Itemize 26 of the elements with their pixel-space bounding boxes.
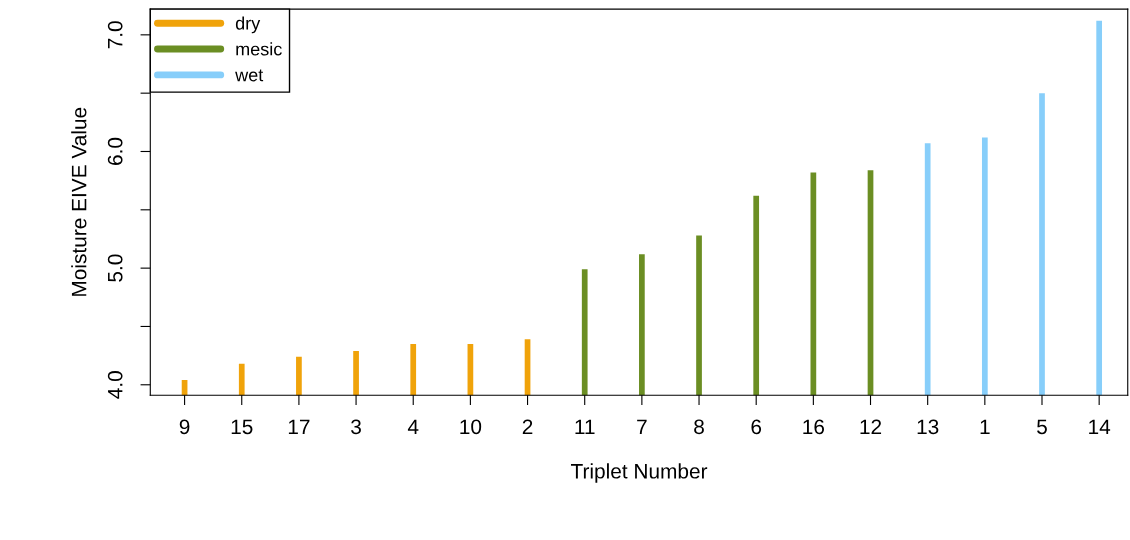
x-tick-label: 9 xyxy=(179,419,190,435)
y-tick-label: 7.0 xyxy=(107,21,123,49)
x-tick-label: 1 xyxy=(980,419,990,434)
x-tick-label: 16 xyxy=(803,419,825,435)
x-tick-label: 10 xyxy=(460,419,482,435)
x-axis-title: Triplet Number xyxy=(571,463,708,483)
y-tick-label: 6.0 xyxy=(107,137,123,165)
legend-label: dry xyxy=(235,16,261,34)
x-tick-label: 13 xyxy=(917,419,939,435)
y-tick-label: 5.0 xyxy=(107,254,123,282)
x-tick-label: 5 xyxy=(1037,419,1047,435)
y-axis-title: Moisture EIVE Value xyxy=(71,107,87,296)
x-tick-label: 11 xyxy=(575,419,595,434)
x-tick-label: 2 xyxy=(522,419,533,434)
legend-label: wet xyxy=(235,69,264,82)
x-tick-label: 17 xyxy=(288,419,310,434)
x-tick-label: 12 xyxy=(860,419,882,434)
x-tick-label: 7 xyxy=(637,419,647,434)
y-tick-label: 4.0 xyxy=(107,371,123,399)
x-tick-label: 3 xyxy=(351,419,361,435)
legend-label: mesic xyxy=(236,42,282,56)
x-tick-label: 6 xyxy=(751,419,762,435)
x-tick-label: 15 xyxy=(231,419,253,435)
x-tick-label: 14 xyxy=(1089,419,1111,434)
x-tick-label: 4 xyxy=(407,419,419,434)
x-tick-label: 8 xyxy=(694,419,704,435)
